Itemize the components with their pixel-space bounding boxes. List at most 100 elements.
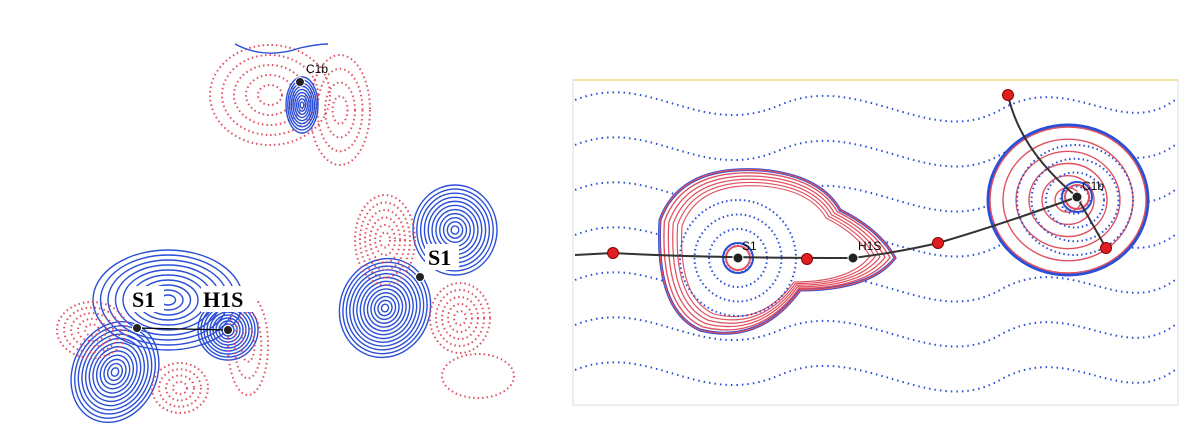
negative-contour [429, 282, 491, 354]
negative-contour [84, 323, 100, 337]
positive-contour [77, 329, 153, 415]
negative-contour [56, 301, 128, 359]
positive-contour [342, 261, 428, 355]
positive-contour [1015, 150, 1121, 250]
contour [667, 175, 886, 328]
negative-contour [447, 303, 473, 333]
positive-contour [356, 276, 414, 340]
positive-contour [363, 284, 407, 332]
nucleus [295, 77, 305, 87]
labels: C1b S1 H1S S1 S1 H1S C1b [130, 62, 1104, 312]
positive-contour [442, 217, 468, 243]
nucleus [847, 252, 859, 264]
positive-contour [373, 295, 397, 321]
negative-contour [240, 327, 256, 363]
negative-contour [233, 310, 263, 380]
nucleus [415, 272, 425, 282]
core [1061, 181, 1093, 213]
label-box [425, 244, 459, 270]
positive-contour [294, 91, 310, 119]
positive-contour [380, 303, 390, 313]
contour [658, 168, 896, 334]
panel-b [572, 79, 1179, 406]
negative-contour [1045, 171, 1105, 229]
contour [676, 181, 876, 321]
positive-contour [352, 273, 418, 343]
atom-label: H1S [203, 287, 243, 312]
positive-contour [345, 265, 425, 351]
contour [681, 185, 871, 318]
negative-contour [453, 310, 467, 326]
bond-path [574, 196, 1078, 260]
nucleus [1071, 191, 1083, 203]
atom-label: H1S [858, 239, 881, 253]
positive-contour [416, 188, 494, 272]
negative-contour [369, 216, 401, 264]
nucleus [223, 325, 233, 335]
panel-a [56, 43, 515, 424]
positive-contour [106, 362, 124, 382]
label-box [130, 286, 164, 312]
positive-contour [989, 126, 1147, 274]
background-contour [574, 316, 1176, 348]
contour [663, 172, 891, 331]
negative-contour [379, 231, 391, 249]
negative-contour [441, 296, 479, 340]
positive-contour [299, 101, 305, 109]
critical-point [932, 237, 944, 249]
critical-point [607, 247, 619, 259]
negative-contour [63, 306, 121, 354]
negative-contour [354, 194, 416, 286]
negative-contour [1030, 157, 1120, 243]
positive-contour [84, 337, 146, 407]
critical-point [1002, 89, 1014, 101]
negative-contour [221, 54, 319, 136]
critical-point [801, 253, 813, 265]
atom-label: C1b [306, 62, 328, 76]
positive-contour [446, 221, 464, 239]
negative-contour [324, 81, 356, 139]
atom-label: C1b [1082, 179, 1104, 193]
positive-contour [81, 333, 149, 411]
bond-path [1007, 94, 1107, 249]
positive-contour [439, 212, 471, 248]
core [1064, 184, 1090, 210]
negative-contour [331, 95, 349, 125]
atom-label: S1 [132, 287, 155, 312]
positive-contour [1041, 174, 1095, 226]
negative-contour [257, 84, 283, 106]
background-contour [574, 91, 1176, 123]
positive-contour [99, 354, 131, 390]
positive-contour [295, 94, 309, 116]
positive-contour [349, 269, 421, 347]
positive-contour [377, 299, 393, 317]
background-contour [574, 136, 1176, 168]
negative-contour [77, 317, 107, 343]
nucleus [732, 252, 744, 264]
positive-contour [1028, 162, 1108, 238]
positive-contour [285, 76, 319, 134]
positive-contour [88, 341, 142, 403]
positive-contour [287, 79, 317, 131]
negative-contour [165, 374, 195, 402]
critical-point [1100, 242, 1112, 254]
positive-contour [297, 98, 307, 112]
positive-contour [234, 43, 329, 54]
positive-contour [92, 346, 138, 398]
negative-contour [1016, 144, 1134, 256]
atom-label: S1 [428, 245, 451, 270]
nucleus [132, 323, 142, 333]
negative-contour [172, 380, 188, 396]
negative-contour [374, 224, 396, 256]
atom-label: S1 [742, 239, 757, 253]
positive-contour [370, 292, 400, 324]
negative-contour [158, 368, 202, 408]
label-box [201, 286, 257, 312]
negative-contour [364, 209, 406, 271]
positive-contour [366, 288, 404, 328]
negative-contour [359, 201, 411, 279]
positive-contour [338, 257, 432, 359]
negative-contour [441, 353, 515, 399]
